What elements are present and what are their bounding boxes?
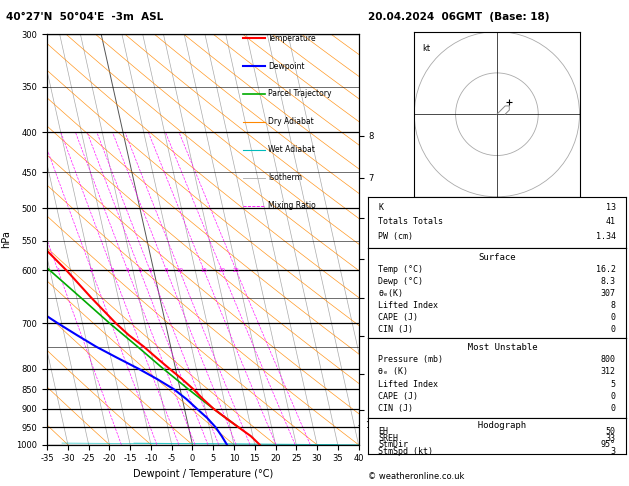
Text: EH: EH [378, 427, 388, 436]
Text: 1LCL: 1LCL [359, 421, 385, 430]
Text: Surface: Surface [478, 253, 516, 261]
Text: © weatheronline.co.uk: © weatheronline.co.uk [368, 472, 464, 481]
Text: Dry Adiabat: Dry Adiabat [268, 118, 314, 126]
Text: PW (cm): PW (cm) [378, 232, 413, 241]
Text: Pressure (mb): Pressure (mb) [378, 355, 443, 364]
Text: 41: 41 [606, 217, 616, 226]
Y-axis label: hPa: hPa [1, 230, 11, 248]
Text: K: K [378, 203, 383, 212]
Text: Lifted Index: Lifted Index [378, 301, 438, 310]
Text: CAPE (J): CAPE (J) [378, 392, 418, 401]
Text: Most Unstable: Most Unstable [457, 343, 537, 352]
Text: Parcel Trajectory: Parcel Trajectory [268, 89, 331, 99]
Text: 5: 5 [138, 268, 142, 273]
Text: Wet Adiabat: Wet Adiabat [268, 145, 315, 155]
Text: Temperature: Temperature [268, 34, 317, 43]
Text: 307: 307 [601, 289, 616, 297]
Text: Isotherm: Isotherm [268, 173, 303, 182]
Text: 2: 2 [90, 268, 93, 273]
Text: 0: 0 [611, 325, 616, 333]
Text: 25: 25 [233, 268, 240, 273]
Text: Totals Totals: Totals Totals [378, 217, 443, 226]
Text: 0: 0 [611, 392, 616, 401]
Text: 33: 33 [606, 434, 616, 443]
Text: 8.3: 8.3 [601, 277, 616, 286]
Text: θₑ(K): θₑ(K) [378, 289, 403, 297]
Text: 13: 13 [606, 203, 616, 212]
Text: CAPE (J): CAPE (J) [378, 312, 418, 322]
Text: 40°27'N  50°04'E  -3m  ASL: 40°27'N 50°04'E -3m ASL [6, 12, 164, 22]
Text: 3: 3 [111, 268, 114, 273]
Text: 8: 8 [165, 268, 168, 273]
Text: 95°: 95° [601, 440, 616, 450]
Text: Hodograph: Hodograph [467, 420, 526, 430]
Text: 312: 312 [601, 367, 616, 376]
Text: Dewpoint: Dewpoint [268, 62, 304, 70]
Text: 1: 1 [56, 268, 60, 273]
Text: 10: 10 [176, 268, 183, 273]
Text: Lifted Index: Lifted Index [378, 380, 438, 389]
Text: CIN (J): CIN (J) [378, 325, 413, 333]
Text: kt: kt [423, 44, 431, 53]
X-axis label: Dewpoint / Temperature (°C): Dewpoint / Temperature (°C) [133, 469, 273, 479]
Y-axis label: km
ASL: km ASL [385, 230, 401, 249]
Text: 16.2: 16.2 [596, 265, 616, 274]
Text: Mixing Ratio: Mixing Ratio [268, 201, 316, 210]
Text: 3: 3 [611, 447, 616, 456]
Text: 0: 0 [611, 312, 616, 322]
Text: 50: 50 [606, 427, 616, 436]
Text: CIN (J): CIN (J) [378, 404, 413, 414]
Text: 20.04.2024  06GMT  (Base: 18): 20.04.2024 06GMT (Base: 18) [368, 12, 550, 22]
Text: 15: 15 [201, 268, 208, 273]
Text: 5: 5 [611, 380, 616, 389]
Text: StmSpd (kt): StmSpd (kt) [378, 447, 433, 456]
Text: 1.34: 1.34 [596, 232, 616, 241]
Text: SREH: SREH [378, 434, 398, 443]
Text: 4: 4 [126, 268, 130, 273]
Text: Dewp (°C): Dewp (°C) [378, 277, 423, 286]
Text: 0: 0 [611, 404, 616, 414]
Text: StmDir: StmDir [378, 440, 408, 450]
Text: Temp (°C): Temp (°C) [378, 265, 423, 274]
Text: 6: 6 [148, 268, 152, 273]
Text: 8: 8 [611, 301, 616, 310]
Text: θₑ (K): θₑ (K) [378, 367, 408, 376]
Text: 20: 20 [218, 268, 225, 273]
Text: 800: 800 [601, 355, 616, 364]
